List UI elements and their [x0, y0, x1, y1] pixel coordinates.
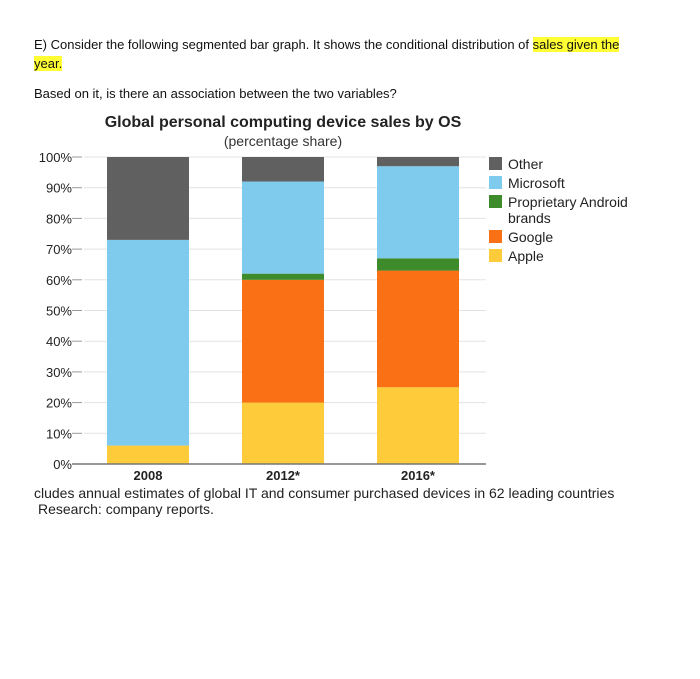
x-tick-label: 2016* — [401, 468, 436, 483]
y-tick-label: 60% — [46, 273, 72, 288]
x-tick-label: 2008 — [134, 468, 163, 483]
bar-segment-microsoft — [377, 166, 459, 259]
bar-segment-apple — [377, 387, 459, 464]
chart-subtitle: (percentage share) — [223, 133, 343, 149]
legend-swatch-microsoft — [489, 176, 502, 189]
legend-label: Google — [508, 229, 553, 245]
y-tick-label: 10% — [46, 426, 72, 441]
y-tick-label: 0% — [53, 457, 72, 472]
question-prefix: E) Consider the following segmented bar … — [34, 37, 533, 52]
bar-segment-microsoft — [242, 181, 324, 274]
y-tick-label: 40% — [46, 334, 72, 349]
footnote-line-1: cludes annual estimates of global IT and… — [34, 485, 615, 501]
bar-segment-google — [242, 279, 324, 403]
y-tick-label: 20% — [46, 396, 72, 411]
y-tick-label: 70% — [46, 242, 72, 257]
bar-segment-other — [242, 157, 324, 182]
y-tick-label: 50% — [46, 304, 72, 319]
legend-swatch-apple — [489, 249, 502, 262]
footnote-line-2: Research: company reports. — [38, 501, 214, 517]
legend-label: brands — [508, 210, 551, 226]
y-tick-label: 30% — [46, 365, 72, 380]
legend-swatch-proprietary-android-brands — [489, 195, 502, 208]
bar-segment-apple — [242, 402, 324, 464]
y-tick-label: 80% — [46, 211, 72, 226]
chart-title: Global personal computing device sales b… — [104, 114, 462, 131]
footnote: cludes annual estimates of global IT and… — [0, 485, 700, 525]
bar-segment-proprietary-android-brands — [377, 258, 459, 271]
bar-segment-apple — [107, 445, 189, 464]
y-tick-label: 100% — [39, 150, 73, 165]
bar-segment-proprietary-android-brands — [242, 273, 324, 280]
legend-label: Proprietary Android — [508, 194, 628, 210]
legend-label: Microsoft — [508, 175, 565, 191]
legend-swatch-other — [489, 157, 502, 170]
legend-swatch-google — [489, 230, 502, 243]
legend-label: Other — [508, 156, 543, 172]
x-tick-label: 2012* — [266, 468, 301, 483]
bar-segment-microsoft — [107, 239, 189, 446]
bar-segment-google — [377, 270, 459, 388]
bar-segment-other — [377, 157, 459, 167]
chart: 0% 10% 20% 30% 40% 50% 60% 70% 80% 90% 100% 2008 201… — [39, 150, 628, 483]
y-tick-label: 90% — [46, 181, 72, 196]
bar-segment-other — [107, 157, 189, 240]
legend-label: Apple — [508, 248, 544, 264]
subquestion-text: Based on it, is there an association bet… — [34, 86, 397, 101]
question-text: E) Consider the following segmented bar … — [34, 35, 644, 73]
